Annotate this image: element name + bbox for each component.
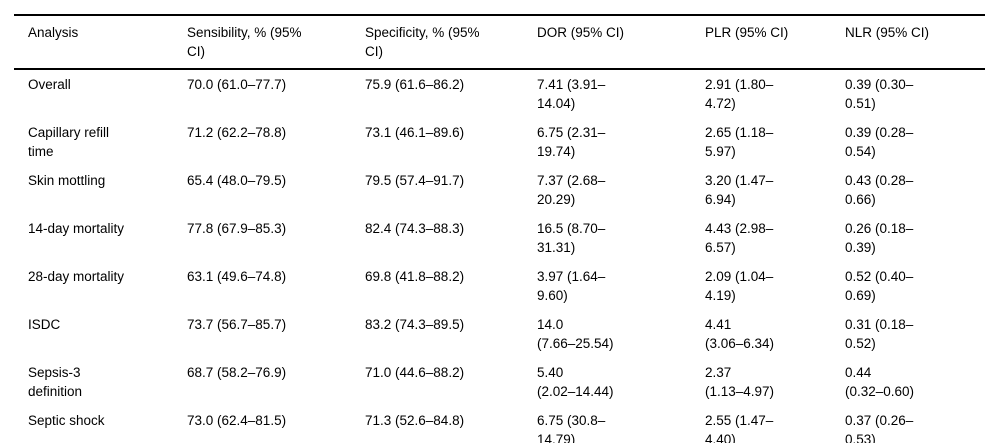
- cell-specificity: 71.3 (52.6–84.8): [365, 413, 465, 428]
- cell-dor: 7.41 (3.91– 14.04): [537, 77, 606, 111]
- cell-plr: 2.55 (1.47– 4.40): [705, 413, 774, 443]
- table-row-isdc: ISDC 73.7 (56.7–85.7) 83.2 (74.3–89.5) 1…: [14, 310, 985, 358]
- cell-analysis: 28-day mortality: [28, 269, 125, 284]
- cell-specificity: 79.5 (57.4–91.7): [365, 173, 465, 188]
- cell-analysis: 14-day mortality: [28, 221, 125, 236]
- diagnostic-accuracy-table: Analysis Sensibility, % (95% CI) Specifi…: [14, 14, 985, 443]
- cell-nlr: 0.39 (0.28– 0.54): [845, 125, 914, 159]
- header-analysis: Analysis: [14, 15, 187, 70]
- table-row-skin-mottling: Skin mottling 65.4 (48.0–79.5) 79.5 (57.…: [14, 166, 985, 214]
- cell-sensibility: 65.4 (48.0–79.5): [187, 173, 287, 188]
- cell-plr: 2.37 (1.13–4.97): [705, 365, 775, 399]
- cell-analysis: ISDC: [28, 317, 61, 332]
- cell-nlr: 0.26 (0.18– 0.39): [845, 221, 914, 255]
- cell-plr: 2.09 (1.04– 4.19): [705, 269, 774, 303]
- header-sensibility: Sensibility, % (95% CI): [187, 15, 365, 70]
- cell-specificity: 83.2 (74.3–89.5): [365, 317, 465, 332]
- cell-specificity: 69.8 (41.8–88.2): [365, 269, 465, 284]
- cell-analysis: Skin mottling: [28, 173, 106, 188]
- cell-analysis: Overall: [28, 77, 71, 92]
- cell-plr: 2.65 (1.18– 5.97): [705, 125, 774, 159]
- cell-sensibility: 63.1 (49.6–74.8): [187, 269, 287, 284]
- table-header-row: Analysis Sensibility, % (95% CI) Specifi…: [14, 15, 985, 70]
- cell-specificity: 73.1 (46.1–89.6): [365, 125, 465, 140]
- cell-specificity: 75.9 (61.6–86.2): [365, 77, 465, 92]
- cell-sensibility: 77.8 (67.9–85.3): [187, 221, 287, 236]
- cell-nlr: 0.37 (0.26– 0.53): [845, 413, 914, 443]
- cell-dor: 16.5 (8.70– 31.31): [537, 221, 606, 255]
- cell-nlr: 0.52 (0.40– 0.69): [845, 269, 914, 303]
- header-nlr: NLR (95% CI): [845, 15, 985, 70]
- header-dor: DOR (95% CI): [537, 15, 705, 70]
- table-row-14-day-mortality: 14-day mortality 77.8 (67.9–85.3) 82.4 (…: [14, 214, 985, 262]
- cell-dor: 6.75 (30.8– 14.79): [537, 413, 606, 443]
- cell-specificity: 71.0 (44.6–88.2): [365, 365, 465, 380]
- table-row-capillary-refill-time: Capillary refill time 71.2 (62.2–78.8) 7…: [14, 118, 985, 166]
- header-specificity: Specificity, % (95% CI): [365, 15, 537, 70]
- cell-specificity: 82.4 (74.3–88.3): [365, 221, 465, 236]
- cell-plr: 4.43 (2.98– 6.57): [705, 221, 774, 255]
- cell-sensibility: 70.0 (61.0–77.7): [187, 77, 287, 92]
- cell-dor: 7.37 (2.68– 20.29): [537, 173, 606, 207]
- cell-nlr: 0.44 (0.32–0.60): [845, 365, 915, 399]
- cell-dor: 6.75 (2.31– 19.74): [537, 125, 606, 159]
- cell-plr: 2.91 (1.80– 4.72): [705, 77, 774, 111]
- cell-dor: 5.40 (2.02–14.44): [537, 365, 614, 399]
- cell-nlr: 0.43 (0.28– 0.66): [845, 173, 914, 207]
- cell-plr: 3.20 (1.47– 6.94): [705, 173, 774, 207]
- cell-analysis: Capillary refill time: [28, 125, 110, 159]
- cell-sensibility: 73.7 (56.7–85.7): [187, 317, 287, 332]
- cell-analysis: Septic shock: [28, 413, 105, 428]
- cell-nlr: 0.31 (0.18– 0.52): [845, 317, 914, 351]
- cell-analysis: Sepsis-3 definition: [28, 365, 83, 399]
- cell-dor: 3.97 (1.64– 9.60): [537, 269, 606, 303]
- table-row-overall: Overall 70.0 (61.0–77.7) 75.9 (61.6–86.2…: [14, 69, 985, 118]
- cell-sensibility: 68.7 (58.2–76.9): [187, 365, 287, 380]
- cell-sensibility: 71.2 (62.2–78.8): [187, 125, 287, 140]
- table-row-septic-shock: Septic shock 73.0 (62.4–81.5) 71.3 (52.6…: [14, 406, 985, 443]
- table-row-28-day-mortality: 28-day mortality 63.1 (49.6–74.8) 69.8 (…: [14, 262, 985, 310]
- cell-dor: 14.0 (7.66–25.54): [537, 317, 614, 351]
- cell-nlr: 0.39 (0.30– 0.51): [845, 77, 914, 111]
- cell-plr: 4.41 (3.06–6.34): [705, 317, 775, 351]
- header-plr: PLR (95% CI): [705, 15, 845, 70]
- cell-sensibility: 73.0 (62.4–81.5): [187, 413, 287, 428]
- table-row-sepsis-3-definition: Sepsis-3 definition 68.7 (58.2–76.9) 71.…: [14, 358, 985, 406]
